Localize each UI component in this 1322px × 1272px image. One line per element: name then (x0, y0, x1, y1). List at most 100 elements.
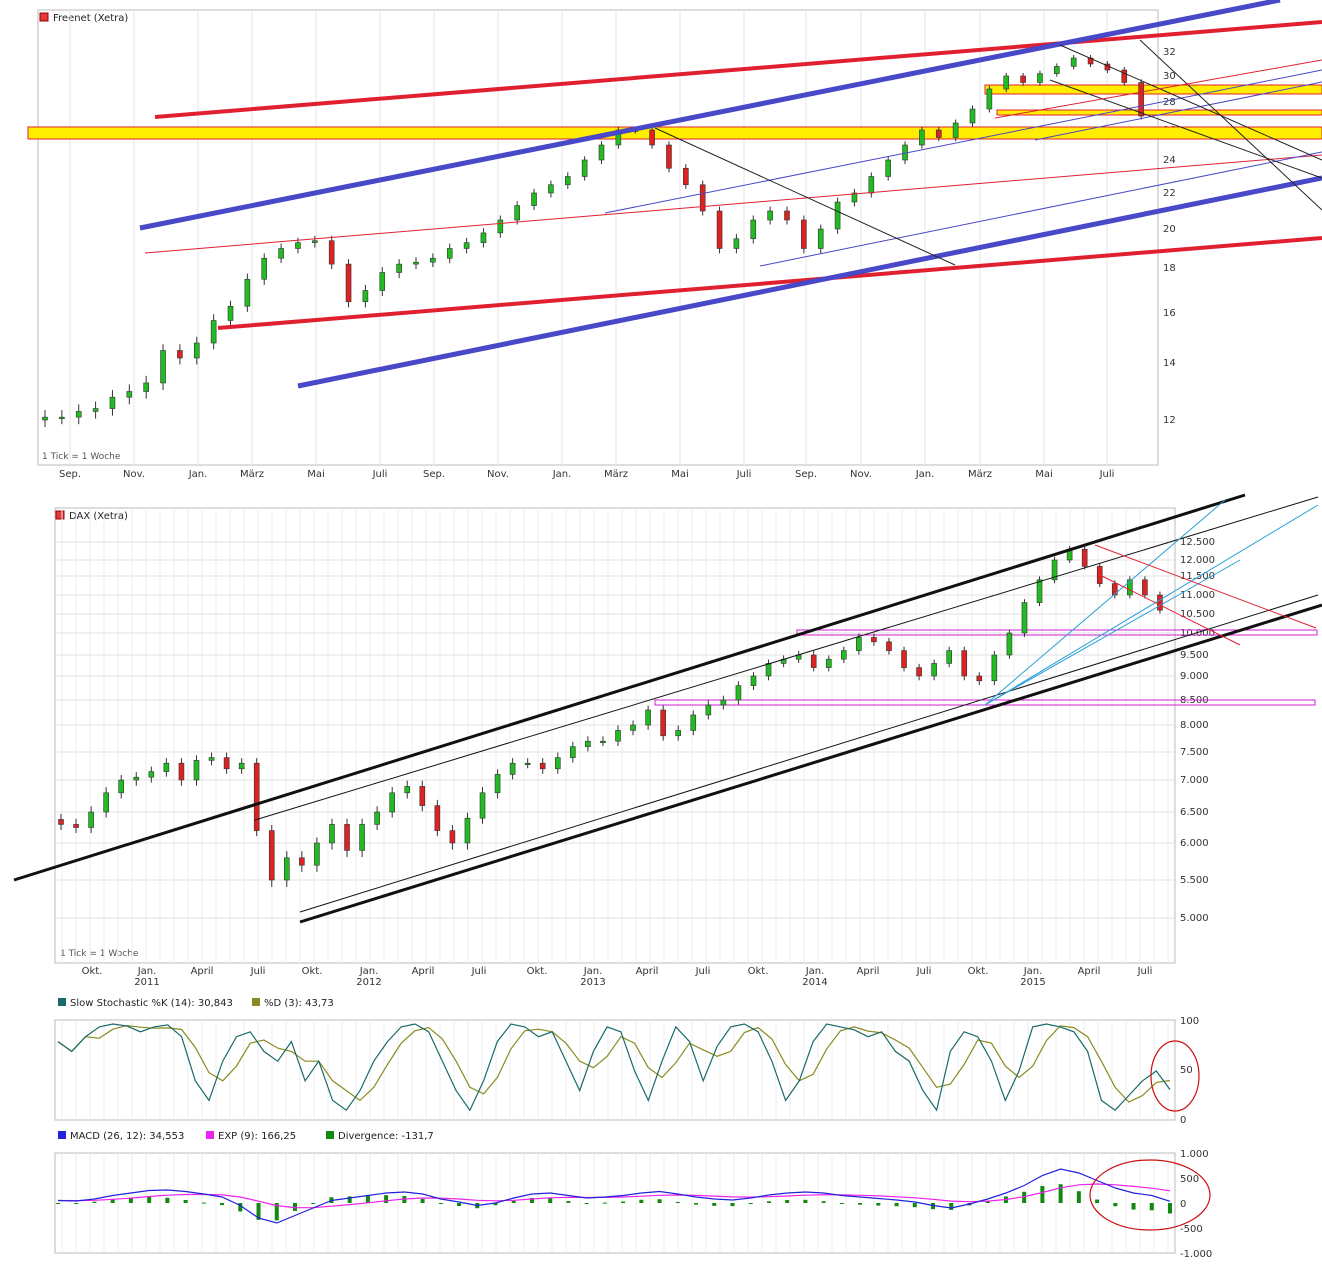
freenet-candle (261, 257, 268, 280)
macd-divergence-bar (748, 1203, 753, 1204)
freenet-time-axis: Sep. Nov. Jan. März Mai Juli Sep. Nov. Jan. März M… (59, 469, 1114, 480)
stoch-tick: 50 (1180, 1065, 1193, 1076)
macd-divergence-bar (347, 1196, 352, 1203)
macd-divergence-bar (128, 1197, 133, 1203)
freenet-price-tick: 18 (1163, 263, 1176, 274)
dax-price-tick: 7.500 (1180, 747, 1209, 758)
dax-candle (810, 654, 817, 668)
macd-divergence-bar (639, 1199, 644, 1203)
dax-candle (389, 792, 395, 813)
freenet-footer: 1 Tick = 1 Woche (42, 452, 121, 462)
dax-candle (253, 762, 260, 831)
macd-panel: MACD (26, 12): 34,553 EXP (9): 166,25 Di… (54, 1131, 1212, 1260)
stochastic-panel: Slow Stochastic %K (14): 30,843 %D (3): … (54, 998, 1200, 1126)
freenet-candle (733, 238, 740, 249)
freenet-price-tick: 14 (1163, 358, 1176, 369)
dax-month-tick: Juli (1137, 966, 1153, 977)
dax-candle (73, 824, 79, 828)
freenet-candle (666, 144, 672, 169)
macd-divergence-bar (566, 1201, 571, 1203)
freenet-candle (767, 210, 773, 221)
freenet-candle (514, 205, 520, 221)
dax-candle (404, 786, 411, 794)
dax-candle (991, 654, 998, 682)
macd-divergence-bar (858, 1203, 863, 1205)
freenet-candle (817, 228, 824, 249)
macd-divergence-bar (730, 1203, 735, 1207)
freenet-candle (362, 290, 369, 303)
dax-channel-inner-top (254, 496, 1319, 821)
dax-candle (750, 675, 757, 686)
dax-candle (449, 830, 456, 844)
freenet-candle (42, 416, 48, 421)
macd-divergence-bar (712, 1203, 717, 1206)
divergence-swatch (326, 1131, 334, 1139)
dax-month-tick: Jan. (137, 966, 157, 977)
freenet-blue-thin-2 (759, 151, 1322, 267)
freenet-candle (598, 144, 605, 161)
freenet-blue-channel-top (139, 0, 1281, 231)
macd-divergence-bar (74, 1203, 79, 1204)
freenet-month-tick: Mai (671, 469, 689, 480)
macd-tick: 0 (1180, 1199, 1186, 1210)
macd-tick: 500 (1180, 1174, 1199, 1185)
dax-channel-bottom (299, 603, 1322, 924)
stoch-k-swatch (58, 998, 66, 1006)
freenet-title: Freenet (Xetra) (53, 13, 128, 24)
dax-candle (193, 760, 200, 781)
dax-month-tick: Jan. (359, 966, 379, 977)
macd-grid (61, 1153, 1169, 1253)
freenet-candle (885, 159, 891, 177)
freenet-month-tick: März (968, 469, 992, 480)
dax-legend-swatch (55, 510, 65, 520)
freenet-candle (750, 219, 757, 240)
dax-price-tick: 11.500 (1180, 571, 1215, 582)
freenet-support-zone-mid (996, 109, 1322, 116)
dax-candle (630, 724, 636, 731)
macd-divergence-bar (876, 1203, 881, 1206)
freenet-candle (1138, 82, 1144, 117)
macd-divergence-bar (1131, 1203, 1136, 1210)
dax-price-tick: 6.500 (1180, 807, 1209, 818)
dax-candle (946, 650, 952, 664)
macd-divergence-bar (493, 1203, 498, 1206)
dax-month-tick: Jan. (805, 966, 825, 977)
freenet-candles (42, 55, 1144, 427)
freenet-downtrend-1 (654, 127, 956, 266)
freenet-price-tick: 30 (1163, 71, 1176, 82)
freenet-candle (177, 350, 183, 359)
macd-divergence-bar (949, 1203, 954, 1210)
freenet-blue-thin-1 (604, 69, 1322, 214)
macd-divergence-bar (675, 1201, 680, 1203)
freenet-candle (834, 201, 841, 230)
macd-divergence-bar (274, 1203, 279, 1221)
dax-candle (58, 819, 64, 825)
exp-swatch (206, 1131, 214, 1139)
freenet-legend-swatch (39, 12, 49, 22)
dax-month-tick: Juli (916, 966, 932, 977)
dax-candle (314, 842, 320, 866)
macd-divergence-bar (548, 1198, 553, 1203)
freenet-candle (75, 411, 82, 418)
dax-price-tick: 12.000 (1180, 555, 1215, 566)
freenet-downtrend-3 (1139, 39, 1322, 211)
stoch-k-line (57, 1023, 1171, 1112)
freenet-candle (295, 242, 301, 249)
dax-price-tick: 7.000 (1180, 775, 1209, 786)
dax-candle (931, 663, 937, 677)
macd-highlight-circle (1089, 1159, 1211, 1231)
freenet-price-tick: 32 (1163, 47, 1176, 58)
freenet-candle (548, 184, 554, 194)
dax-month-tick: April (857, 966, 880, 977)
macd-divergence-bar (1095, 1199, 1100, 1203)
freenet-candle (683, 167, 689, 186)
freenet-candle (1037, 73, 1043, 83)
freenet-candle (784, 210, 790, 221)
dax-candle (509, 762, 516, 775)
macd-divergence-bar (420, 1198, 425, 1203)
dax-candle (585, 740, 591, 747)
stoch-d-swatch (252, 998, 260, 1006)
macd-divergence-bar (92, 1201, 97, 1203)
macd-divergence-bar (912, 1203, 917, 1208)
freenet-candle (531, 192, 537, 206)
